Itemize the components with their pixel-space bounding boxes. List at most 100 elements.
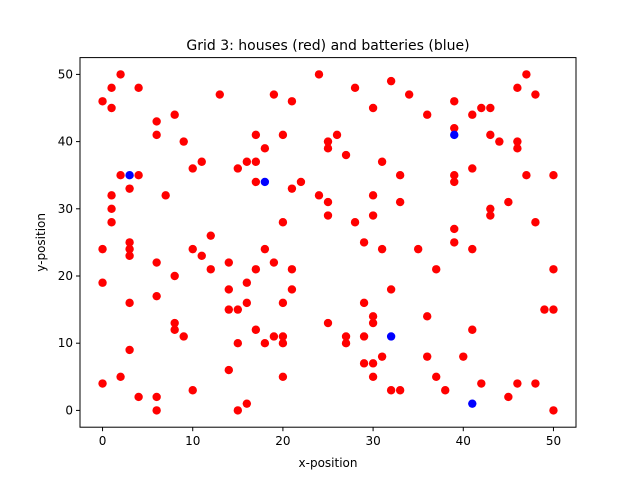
house-point-7 [107, 204, 116, 213]
house-point-70 [278, 372, 288, 381]
house-point-61 [260, 339, 270, 348]
battery-point-1 [260, 177, 270, 187]
house-point-146 [540, 305, 549, 314]
house-point-29 [170, 271, 179, 281]
house-point-98 [368, 359, 378, 368]
house-point-62 [269, 90, 279, 99]
house-point-106 [395, 171, 405, 180]
x-tick-label-20: 20 [275, 434, 290, 448]
house-point-145 [531, 379, 540, 388]
house-point-107 [395, 197, 405, 207]
house-point-105 [386, 386, 396, 395]
house-point-120 [450, 177, 459, 187]
battery-point-2 [386, 332, 396, 341]
house-point-143 [531, 90, 540, 99]
x-tick-label-30: 30 [365, 434, 380, 448]
house-point-135 [504, 197, 513, 207]
house-point-87 [350, 83, 360, 93]
house-point-112 [423, 312, 432, 321]
x-tick-label-0: 0 [99, 434, 107, 448]
house-point-56 [251, 177, 261, 187]
house-point-47 [233, 305, 243, 314]
y-tick-label-40: 40 [58, 135, 73, 149]
house-point-95 [368, 211, 378, 220]
house-point-1 [98, 244, 107, 254]
house-point-55 [251, 157, 261, 166]
house-point-45 [224, 365, 233, 375]
house-point-48 [233, 339, 243, 348]
house-point-35 [188, 244, 197, 254]
house-point-21 [152, 117, 161, 126]
house-point-3 [98, 379, 107, 388]
house-point-4 [107, 83, 116, 93]
house-point-123 [459, 352, 468, 361]
house-point-101 [377, 244, 387, 254]
house-point-8 [107, 218, 116, 227]
house-point-96 [368, 312, 378, 321]
house-point-102 [377, 352, 387, 361]
house-point-116 [441, 386, 450, 395]
house-point-54 [251, 130, 261, 140]
house-point-15 [125, 251, 134, 261]
house-point-2 [98, 278, 107, 287]
house-point-66 [278, 218, 288, 227]
house-point-42 [224, 258, 233, 267]
house-point-60 [260, 244, 270, 254]
house-point-50 [242, 157, 252, 166]
house-point-125 [468, 164, 477, 173]
house-point-90 [359, 298, 369, 308]
house-point-148 [549, 265, 558, 274]
house-point-25 [152, 392, 161, 402]
house-point-131 [486, 130, 495, 140]
house-point-118 [450, 123, 459, 133]
house-point-133 [486, 211, 495, 220]
house-point-69 [278, 339, 288, 348]
house-point-5 [107, 103, 116, 113]
x-axis-title: x-position [299, 456, 358, 470]
chart-title: Grid 3: houses (red) and batteries (blue… [186, 38, 469, 54]
house-point-27 [161, 191, 170, 200]
house-point-40 [206, 265, 215, 274]
house-point-68 [278, 332, 288, 341]
house-point-127 [468, 325, 477, 334]
house-point-121 [450, 224, 459, 234]
house-point-100 [377, 157, 387, 166]
battery-point-4 [468, 399, 477, 408]
house-point-109 [404, 90, 414, 99]
house-point-124 [468, 110, 477, 119]
house-point-74 [287, 285, 297, 294]
house-point-52 [242, 298, 252, 308]
house-point-36 [188, 386, 197, 395]
house-point-141 [522, 70, 531, 79]
house-point-82 [323, 318, 333, 328]
house-point-136 [504, 392, 513, 402]
ticks-layer: 0 10 20 30 40 50 0 10 20 30 40 50 [58, 67, 561, 448]
house-point-80 [323, 197, 333, 207]
house-point-85 [341, 332, 351, 341]
house-point-144 [531, 218, 540, 227]
house-point-72 [287, 184, 297, 193]
house-point-63 [269, 258, 279, 267]
y-axis-title: y-position [34, 213, 48, 272]
house-point-99 [368, 372, 378, 381]
house-point-37 [197, 157, 206, 166]
house-point-73 [287, 265, 297, 274]
house-point-78 [323, 137, 333, 146]
house-point-19 [134, 171, 143, 180]
house-point-24 [152, 291, 161, 301]
house-point-130 [486, 103, 495, 113]
house-point-57 [251, 265, 261, 274]
house-point-46 [233, 164, 243, 173]
house-point-76 [314, 70, 324, 79]
house-point-38 [197, 251, 206, 261]
house-point-108 [395, 386, 405, 395]
house-point-10 [116, 171, 125, 180]
house-point-103 [386, 76, 396, 86]
house-point-104 [386, 285, 396, 294]
house-point-23 [152, 258, 161, 267]
y-tick-label-10: 10 [58, 336, 73, 350]
y-tick-label-0: 0 [65, 403, 73, 417]
house-point-34 [188, 164, 197, 173]
house-point-64 [269, 332, 279, 341]
